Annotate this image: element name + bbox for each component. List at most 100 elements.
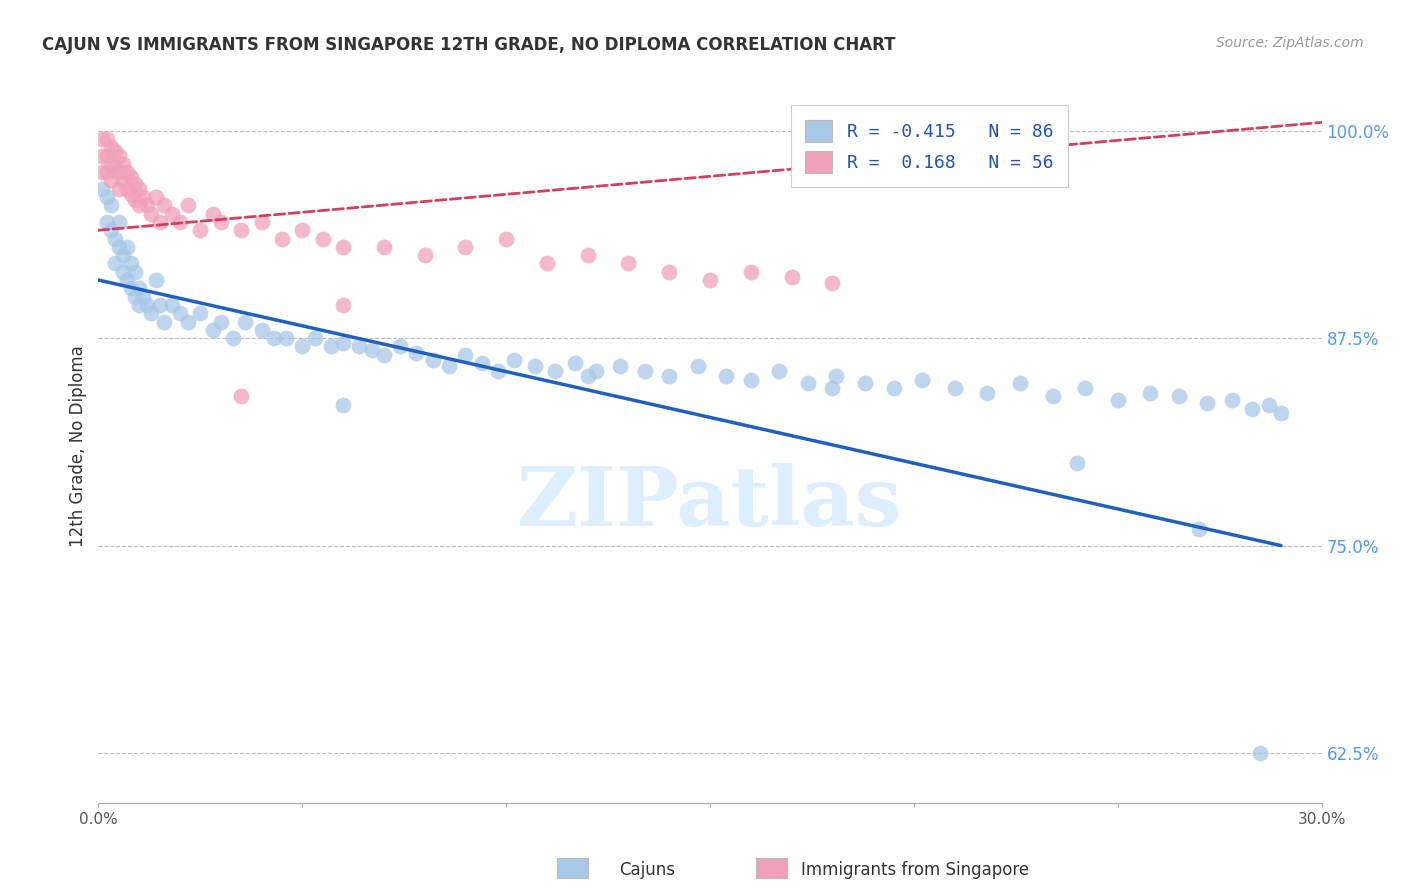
Point [523, 359, 546, 374]
Point [576, 369, 599, 384]
Point [145, 273, 167, 287]
Point [152, 198, 174, 212]
Point [141, 306, 163, 320]
Point [149, 298, 172, 312]
Point [201, 323, 224, 337]
Point [768, 364, 790, 378]
Point [437, 359, 460, 374]
Point [169, 306, 191, 320]
Point [111, 248, 134, 262]
Point [160, 298, 183, 312]
Point [634, 364, 657, 378]
Point [108, 182, 131, 196]
Point [231, 389, 253, 403]
Point [1197, 396, 1219, 410]
Point [853, 376, 876, 390]
Point [413, 248, 436, 262]
Point [422, 352, 444, 367]
Point [91, 165, 114, 179]
Point [100, 198, 122, 212]
Point [128, 182, 150, 196]
Point [124, 290, 146, 304]
Point [585, 364, 607, 378]
Point [96, 165, 118, 179]
Point [274, 331, 297, 345]
Point [976, 385, 998, 400]
Point [291, 339, 314, 353]
Point [128, 281, 150, 295]
Point [120, 186, 142, 201]
Point [132, 290, 155, 304]
Point [104, 256, 127, 270]
Point [120, 256, 142, 270]
Point [304, 331, 326, 345]
Point [883, 381, 905, 395]
Text: Source: ZipAtlas.com: Source: ZipAtlas.com [1216, 36, 1364, 50]
Point [360, 343, 382, 357]
Point [96, 190, 118, 204]
Point [1066, 456, 1088, 470]
Point [91, 182, 114, 196]
Point [201, 207, 224, 221]
Point [319, 339, 342, 353]
Point [91, 148, 114, 162]
Point [1257, 397, 1279, 411]
Point [124, 177, 146, 191]
Point [1042, 389, 1064, 403]
Point [132, 190, 155, 204]
Point [209, 215, 232, 229]
Point [1167, 389, 1189, 403]
Point [145, 190, 167, 204]
Point [136, 198, 159, 212]
Point [821, 277, 844, 291]
Point [231, 223, 253, 237]
Point [188, 223, 212, 237]
Point [503, 352, 526, 367]
Point [1139, 385, 1161, 400]
Point [111, 173, 134, 187]
Point [120, 170, 142, 185]
Point [91, 132, 114, 146]
Point [943, 381, 966, 395]
Point [471, 356, 494, 370]
Point [495, 231, 517, 245]
Point [911, 373, 934, 387]
Point [96, 148, 118, 162]
Point [149, 215, 172, 229]
Point [780, 269, 803, 284]
Point [108, 215, 131, 229]
Point [1220, 392, 1243, 407]
Point [124, 194, 146, 208]
Point [108, 165, 131, 179]
Point [270, 231, 294, 245]
Point [454, 240, 477, 254]
Point [115, 240, 138, 254]
Point [136, 298, 159, 312]
Point [124, 265, 146, 279]
Point [1107, 392, 1129, 407]
Point [564, 356, 586, 370]
Text: Immigrants from Singapore: Immigrants from Singapore [801, 861, 1029, 879]
Point [405, 346, 427, 360]
Point [1008, 376, 1031, 390]
Text: CAJUN VS IMMIGRANTS FROM SINGAPORE 12TH GRADE, NO DIPLOMA CORRELATION CHART: CAJUN VS IMMIGRANTS FROM SINGAPORE 12TH … [42, 36, 896, 54]
Point [177, 198, 200, 212]
Point [188, 306, 212, 320]
Point [160, 207, 183, 221]
Point [1270, 406, 1292, 420]
Legend: R = -0.415   N = 86, R =  0.168   N = 56: R = -0.415 N = 86, R = 0.168 N = 56 [792, 105, 1069, 187]
Point [120, 281, 142, 295]
Point [108, 148, 131, 162]
Y-axis label: 12th Grade, No Diploma: 12th Grade, No Diploma [69, 345, 87, 547]
Point [821, 381, 844, 395]
Point [312, 231, 335, 245]
Point [716, 369, 738, 384]
Point [209, 314, 232, 328]
Point [454, 348, 477, 362]
Point [115, 273, 138, 287]
Point [111, 265, 134, 279]
Point [609, 359, 631, 374]
Point [104, 160, 127, 174]
Point [128, 298, 150, 312]
Point [100, 173, 122, 187]
